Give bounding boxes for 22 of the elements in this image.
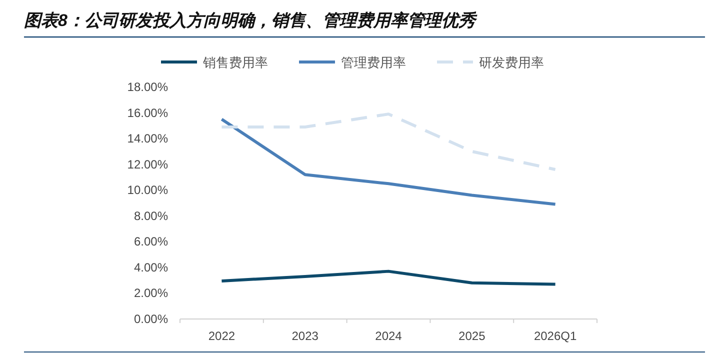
legend-label: 研发费用率 [479, 55, 544, 70]
y-tick-label: 0.00% [134, 312, 168, 326]
line-series [220, 112, 557, 171]
line-series [220, 118, 557, 206]
y-tick-label: 4.00% [134, 260, 168, 274]
legend-label: 管理费用率 [341, 55, 406, 70]
x-tick-label: 2023 [292, 329, 319, 343]
legend-label: 销售费用率 [202, 55, 268, 70]
line-series [220, 270, 557, 286]
x-tick-label: 2026Q1 [534, 329, 577, 343]
y-tick-label: 16.00% [127, 106, 168, 120]
x-tick-label: 2025 [458, 329, 486, 343]
chart-title: 图表8：公司研发投入方向明确，销售、管理费用率管理优秀 [24, 11, 478, 30]
x-tick-label: 2022 [208, 329, 236, 343]
y-tick-label: 8.00% [134, 208, 168, 223]
y-tick-label: 14.00% [127, 132, 168, 146]
y-tick-label: 18.00% [127, 80, 168, 94]
y-tick-label: 6.00% [134, 234, 168, 249]
y-tick-label: 10.00% [127, 183, 168, 198]
y-tick-label: 12.00% [127, 157, 168, 172]
x-tick-label: 2024 [375, 329, 402, 343]
y-tick-label: 2.00% [134, 286, 168, 300]
